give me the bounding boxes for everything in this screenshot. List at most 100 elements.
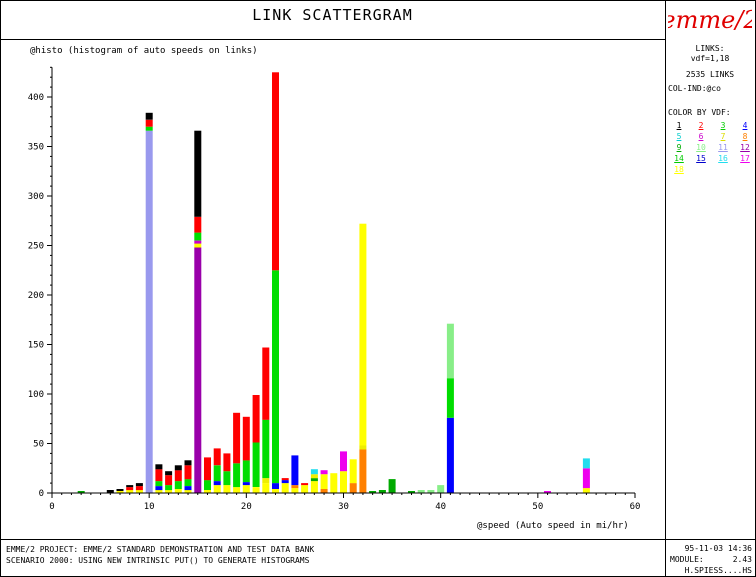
- bar-segment-speed-32-vdf-18: [359, 223, 367, 446]
- bar-segment-speed-24-vdf-4: [281, 480, 289, 484]
- bar-segment-speed-15-vdf-12: [194, 247, 202, 493]
- vdf-legend-item: 6: [698, 132, 704, 141]
- bar-segment-speed-51-vdf-17: [544, 491, 551, 493]
- bar-segment-speed-28-vdf-17: [320, 470, 328, 475]
- y-tick-label: 250: [28, 242, 44, 252]
- vdf-legend-item: 15: [696, 154, 706, 163]
- bar-segment-speed-15-vdf-18: [194, 243, 202, 248]
- bar-segment-speed-31-vdf-8: [349, 483, 357, 493]
- bar-segment-speed-11-vdf-1: [155, 464, 163, 470]
- bar-segment-speed-13-vdf-2: [174, 470, 182, 482]
- bar-segment-speed-17-vdf-4: [213, 481, 221, 486]
- bar-segment-speed-25-vdf-8: [291, 485, 299, 489]
- bar-segment-speed-33-vdf-9: [369, 491, 377, 493]
- bar-segment-speed-23-vdf-4: [272, 483, 279, 489]
- bar-segment-speed-19-vdf-3: [233, 463, 241, 488]
- bar-segment-speed-18-vdf-3: [223, 471, 231, 486]
- vdf-legend-item: 8: [742, 132, 748, 141]
- date-line: 95-11-03 14:36: [670, 543, 752, 554]
- bar-segment-speed-29-vdf-18: [330, 473, 338, 493]
- bar-segment-speed-41-vdf-10: [446, 323, 454, 379]
- bar-segment-speed-25-vdf-4: [291, 455, 299, 486]
- links-label: LINKS:: [695, 44, 725, 53]
- bar-segment-speed-23-vdf-3: [272, 270, 279, 484]
- bar-segment-speed-41-vdf-4: [446, 417, 454, 493]
- bar-segment-speed-11-vdf-3: [155, 481, 163, 487]
- bar-segment-speed-55-vdf-18: [582, 488, 590, 494]
- bar-segment-speed-12-vdf-1: [165, 471, 173, 476]
- y-tick-label: 100: [28, 390, 44, 400]
- bar-segment-speed-14-vdf-3: [184, 479, 192, 486]
- x-tick-label: 50: [532, 502, 543, 512]
- x-tick-label: 10: [144, 502, 155, 512]
- bar-segment-speed-23-vdf-18: [272, 489, 279, 493]
- bar-segment-speed-19-vdf-2: [233, 412, 241, 464]
- bar-segment-speed-17-vdf-2: [213, 448, 221, 466]
- bar-segment-speed-16-vdf-18: [204, 490, 211, 493]
- bar-segment-speed-14-vdf-1: [184, 460, 192, 466]
- y-tick-label: 200: [28, 291, 44, 301]
- bar-segment-speed-11-vdf-18: [155, 490, 163, 493]
- bar-segment-speed-15-vdf-3: [194, 232, 202, 241]
- x-tick-label: 0: [49, 502, 54, 512]
- bar-segment-speed-41-vdf-3: [446, 378, 454, 418]
- bar-segment-speed-8-vdf-1: [126, 485, 134, 488]
- vdf-legend-item: 11: [718, 143, 728, 152]
- color-by-label: COLOR BY VDF:: [668, 108, 731, 117]
- bar-segment-speed-9-vdf-18: [135, 490, 143, 493]
- vdf-legend-item: 7: [720, 132, 726, 141]
- bar-segment-speed-16-vdf-2: [204, 457, 211, 481]
- bar-segment-speed-12-vdf-3: [165, 485, 173, 491]
- side-panel: LINKS: vdf=1,18 2535 LINKS COL-IND:@co C…: [666, 40, 754, 118]
- bar-segment-speed-22-vdf-2: [262, 347, 270, 420]
- bar-segment-speed-14-vdf-2: [184, 465, 192, 480]
- svg-text:emme/2: emme/2: [668, 6, 752, 34]
- bar-segment-speed-26-vdf-18: [301, 485, 309, 493]
- bar-segment-speed-10-vdf-2: [145, 119, 153, 127]
- bar-segment-speed-35-vdf-9: [388, 479, 396, 493]
- module-label: MODULE:: [670, 555, 704, 564]
- bar-segment-speed-20-vdf-3: [242, 460, 250, 483]
- bar-segment-speed-25-vdf-18: [291, 488, 299, 494]
- bar-segment-speed-10-vdf-1: [145, 112, 153, 120]
- bar-segment-speed-12-vdf-18: [165, 490, 173, 493]
- vdf-legend-item: 9: [676, 143, 682, 152]
- bar-segment-speed-20-vdf-2: [242, 416, 250, 461]
- x-tick-label: 60: [630, 502, 641, 512]
- bar-segment-speed-17-vdf-18: [213, 485, 221, 493]
- bar-segment-speed-9-vdf-2: [135, 486, 143, 491]
- bar-segment-speed-7-vdf-18: [116, 491, 124, 493]
- bar-segment-speed-13-vdf-3: [174, 481, 182, 489]
- x-tick-label: 30: [338, 502, 349, 512]
- bar-segment-speed-26-vdf-2: [301, 483, 309, 486]
- y-tick-label: 350: [28, 143, 44, 153]
- bar-segment-speed-38-vdf-10: [417, 490, 425, 493]
- module-value: 2.43: [732, 555, 752, 564]
- bar-segment-speed-18-vdf-2: [223, 453, 231, 472]
- bar-segment-speed-22-vdf-3: [262, 419, 270, 479]
- user-line: H.SPIESS....HS: [670, 565, 752, 576]
- vdf-legend-item: 16: [718, 154, 728, 163]
- bar-segment-speed-28-vdf-8: [320, 489, 328, 493]
- chart-title: @histo (histogram of auto speeds on link…: [30, 46, 258, 56]
- bar-segment-speed-20-vdf-18: [242, 485, 250, 493]
- bar-segment-speed-10-vdf-11: [145, 130, 153, 493]
- bar-segment-speed-30-vdf-17: [340, 451, 347, 472]
- x-tick-label: 40: [435, 502, 446, 512]
- vdf-legend-item: 10: [696, 143, 706, 152]
- footer-info: 95-11-03 14:36 MODULE: 2.43 H.SPIESS....H…: [670, 543, 752, 576]
- y-tick-label: 150: [28, 341, 44, 351]
- bar-segment-speed-14-vdf-18: [184, 490, 192, 493]
- bar-segment-speed-16-vdf-3: [204, 480, 211, 490]
- bar-segment-speed-27-vdf-9: [310, 478, 318, 482]
- bar-segment-speed-27-vdf-7: [310, 474, 318, 479]
- bar-segment-speed-15-vdf-2: [194, 216, 202, 233]
- y-tick-label: 0: [39, 489, 44, 499]
- bar-segment-speed-11-vdf-2: [155, 469, 163, 482]
- bar-segment-speed-8-vdf-2: [126, 487, 134, 491]
- bar-segment-speed-12-vdf-2: [165, 475, 173, 486]
- bar-segment-speed-32-vdf-8: [359, 449, 367, 493]
- bar-segment-speed-28-vdf-18: [320, 474, 328, 489]
- bar-segment-speed-6-vdf-1: [106, 490, 114, 493]
